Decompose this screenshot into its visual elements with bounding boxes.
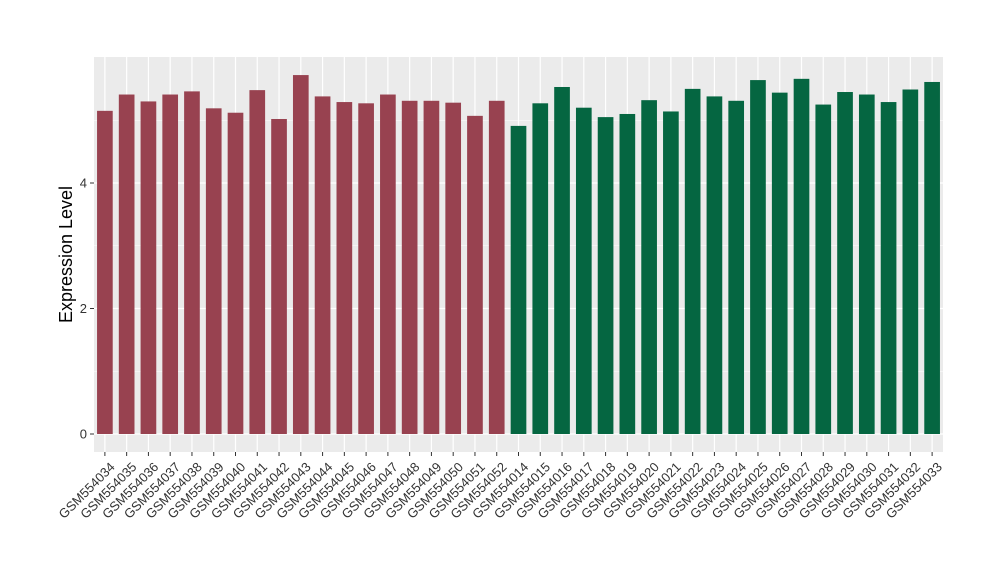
bar-GSM554043	[292, 75, 309, 434]
bar-GSM554021	[663, 111, 679, 434]
bar-GSM554047	[380, 94, 396, 435]
bar-GSM554025	[750, 80, 766, 434]
bar-GSM554036	[140, 101, 157, 435]
bar-GSM554033	[924, 81, 940, 434]
bar-GSM554044	[314, 96, 331, 434]
y-tick-label: 0	[80, 427, 87, 442]
bar-GSM554052	[488, 100, 505, 435]
bar-GSM554029	[837, 92, 853, 434]
bar-GSM554014	[510, 125, 527, 435]
bar-GSM554037	[162, 94, 179, 435]
bar-GSM554016	[554, 86, 570, 435]
bar-GSM554040	[227, 112, 244, 434]
bar-GSM554034	[97, 110, 113, 435]
bar-GSM554015	[532, 103, 549, 435]
bar-GSM554028	[815, 104, 832, 434]
y-tick-label: 2	[80, 301, 87, 316]
bar-GSM554049	[423, 100, 440, 435]
bar-GSM554045	[336, 102, 353, 435]
bar-GSM554031	[880, 102, 897, 435]
y-tick-label: 4	[80, 176, 87, 191]
bar-GSM554048	[401, 100, 418, 435]
bar-GSM554027	[793, 78, 810, 435]
bar-GSM554038	[184, 91, 200, 434]
bar-GSM554042	[271, 118, 287, 435]
bar-GSM554019	[619, 113, 636, 434]
x-axis: GSM554034GSM554035GSM554036GSM554037GSM5…	[56, 452, 945, 522]
bar-GSM554046	[358, 103, 374, 435]
bar-GSM554041	[249, 90, 266, 434]
bar-GSM554018	[597, 117, 614, 435]
bar-GSM554032	[902, 89, 919, 434]
bar-GSM554024	[728, 100, 745, 435]
bar-GSM554050	[445, 102, 462, 435]
bar-GSM554039	[205, 108, 222, 434]
bar-GSM554026	[771, 92, 788, 434]
bar-GSM554017	[575, 107, 592, 434]
bars	[97, 75, 940, 435]
bar-GSM554030	[858, 94, 875, 435]
y-axis: 0 2 4	[80, 176, 94, 442]
bar-GSM554022	[684, 88, 701, 434]
bar-GSM554020	[641, 100, 657, 435]
bar-GSM554051	[467, 115, 483, 435]
bar-GSM554023	[706, 96, 723, 434]
y-axis-title: Expression Level	[56, 186, 76, 323]
bar-GSM554035	[118, 94, 135, 435]
